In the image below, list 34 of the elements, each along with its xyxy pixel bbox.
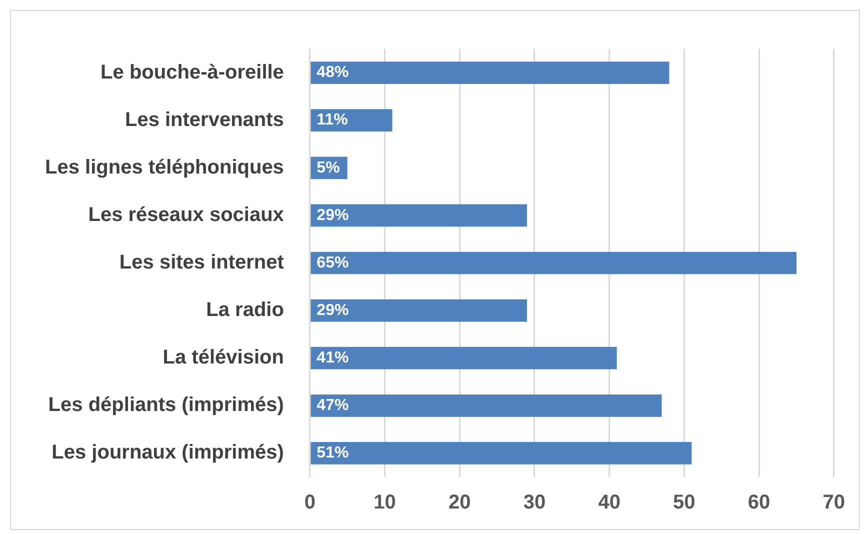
y-tick-label: Les journaux (imprimés)	[52, 442, 284, 464]
bar	[310, 252, 796, 274]
x-tick-label: 20	[448, 492, 471, 514]
x-tick-label: 70	[822, 492, 845, 514]
data-label: 51%	[316, 444, 349, 462]
bar	[310, 62, 670, 84]
x-tick-label: 10	[374, 492, 396, 514]
bar	[310, 394, 662, 417]
data-label: 11%	[316, 112, 348, 129]
data-label: 48%	[316, 64, 349, 82]
y-tick-label: Le bouche-à-oreille	[100, 61, 284, 84]
x-tick-label: 30	[523, 492, 546, 514]
data-label: 5%	[316, 159, 340, 176]
bar	[310, 204, 527, 227]
data-label: 65%	[316, 254, 349, 272]
data-label: 47%	[316, 397, 349, 414]
y-tick-label: La radio	[206, 299, 284, 322]
y-tick-label: La télévision	[162, 346, 284, 369]
y-tick-label: Les intervenants	[124, 108, 284, 131]
x-tick-label: 60	[748, 492, 770, 514]
x-tick-label: 50	[673, 492, 696, 514]
bar	[310, 442, 692, 464]
y-tick-label: Les lignes téléphoniques	[45, 156, 284, 178]
data-label: 29%	[316, 302, 349, 319]
x-tick-label: 40	[598, 492, 620, 514]
y-tick-label: Les sites internet	[119, 252, 284, 274]
y-tick-label: Les réseaux sociaux	[88, 204, 284, 226]
data-label: 41%	[316, 350, 349, 367]
bar	[310, 346, 617, 370]
bar	[310, 299, 527, 322]
y-tick-label: Les dépliants (imprimés)	[48, 394, 284, 416]
x-tick-label: 0	[304, 492, 316, 514]
data-label: 29%	[316, 206, 349, 224]
bar	[310, 109, 392, 132]
